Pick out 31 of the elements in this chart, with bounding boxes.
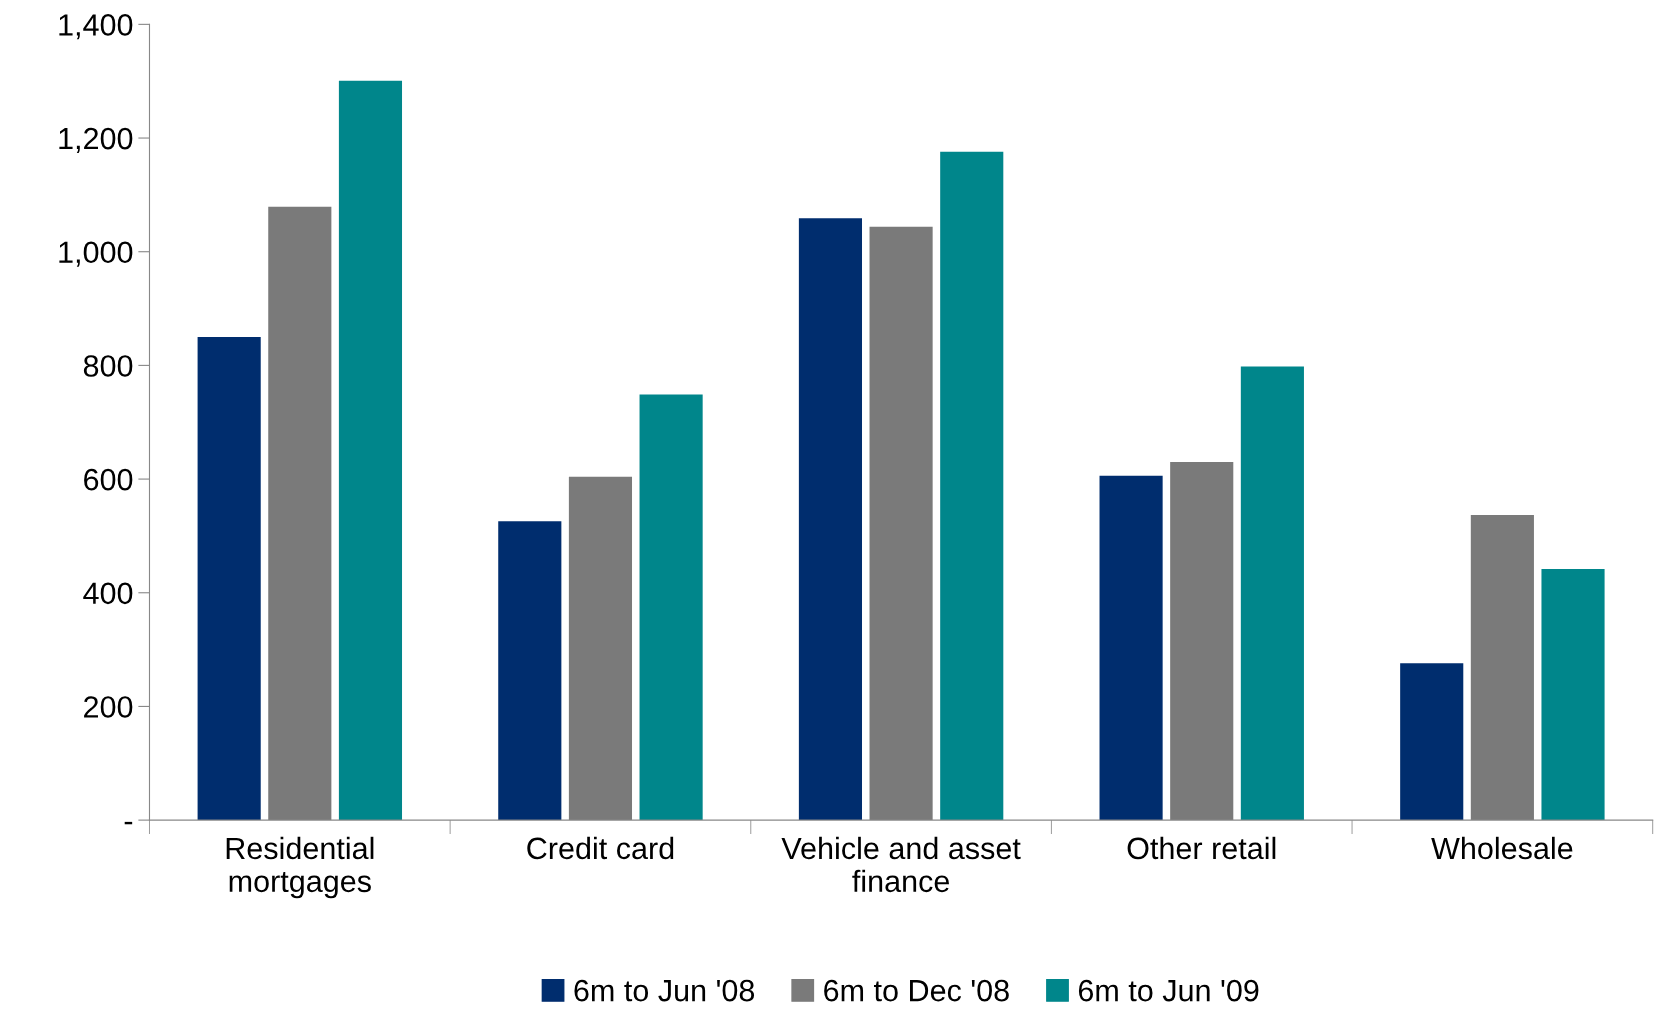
bar [268, 206, 332, 821]
bar [338, 80, 403, 821]
bar [1240, 366, 1304, 821]
bar [798, 218, 863, 821]
x-tick-label: Other retail [1127, 836, 1276, 860]
bar [568, 476, 633, 821]
y-tick-label: 1,200 [59, 127, 133, 154]
bar [1400, 663, 1464, 821]
bar [197, 336, 261, 821]
y-tick-label: 800 [83, 355, 133, 377]
bar [1099, 475, 1163, 821]
legend-label: 6m to Dec '08 [824, 979, 1009, 1002]
x-tick-label: Credit card [527, 836, 674, 860]
bar [1541, 568, 1605, 821]
bar [1170, 462, 1234, 821]
bar [940, 151, 1004, 821]
legend-label: 6m to Jun '08 [574, 979, 755, 1002]
bar [869, 226, 933, 821]
y-tick-label: 1,400 [59, 14, 133, 40]
x-tick-label: Wholesale [1431, 836, 1573, 860]
bar [1470, 514, 1534, 821]
x-tick-label: Vehicle and asset finance [781, 836, 1021, 893]
y-tick-label: 1,000 [59, 241, 133, 267]
y-tick-label: - [124, 821, 133, 825]
y-tick-label: 600 [84, 468, 133, 491]
x-tick-label: Residential mortgages [226, 836, 374, 899]
legend-label: 6m to Jun '09 [1078, 979, 1259, 1002]
bar [498, 521, 562, 821]
y-tick-label: 400 [83, 582, 133, 605]
y-tick-label: 200 [84, 696, 133, 718]
bar [639, 394, 703, 821]
